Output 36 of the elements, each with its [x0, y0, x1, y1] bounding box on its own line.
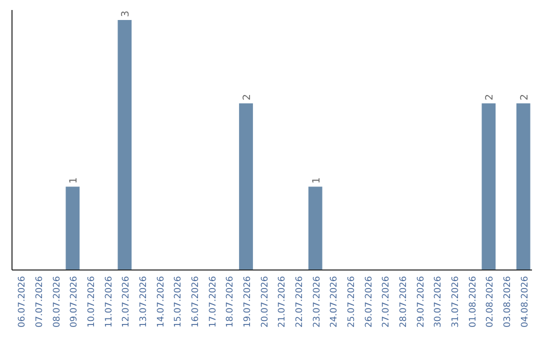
x-tick-label: 14.07.2026: [156, 276, 166, 328]
x-tick-label: 02.08.2026: [486, 276, 496, 328]
x-tick-label: 15.07.2026: [174, 276, 184, 328]
data-label: 2: [519, 94, 530, 100]
x-tick-label: 18.07.2026: [226, 276, 236, 328]
x-tick-label: 23.07.2026: [312, 276, 322, 328]
x-tick-label: 31.07.2026: [451, 276, 461, 328]
x-tick-label: 24.07.2026: [330, 276, 340, 328]
x-tick-label: 12.07.2026: [122, 276, 132, 328]
x-tick-label: 08.07.2026: [52, 276, 62, 328]
x-tick-label: 09.07.2026: [70, 276, 80, 328]
x-tick-label: 19.07.2026: [243, 276, 253, 328]
x-tick-label: 27.07.2026: [382, 276, 392, 328]
x-tick-label: 17.07.2026: [208, 276, 218, 328]
x-tick-label: 01.08.2026: [468, 276, 478, 328]
data-label: 1: [311, 177, 322, 184]
data-label: 2: [484, 94, 496, 100]
x-tick-label: 10.07.2026: [87, 276, 97, 328]
x-tick-label: 22.07.2026: [295, 276, 305, 328]
x-tick-label: 03.08.2026: [503, 276, 513, 328]
x-tick-label: 20.07.2026: [260, 276, 270, 328]
x-tick-label: 11.07.2026: [104, 276, 114, 328]
x-tick-label: 26.07.2026: [364, 276, 374, 328]
x-tick-label: 06.07.2026: [18, 276, 28, 328]
x-tick-label: 29.07.2026: [416, 276, 426, 328]
x-tick-label: 07.07.2026: [35, 276, 45, 328]
x-tick-label: 25.07.2026: [347, 276, 357, 328]
x-tick-label: 30.07.2026: [434, 276, 444, 328]
x-tick-label: 16.07.2026: [191, 276, 201, 328]
x-tick-label: 13.07.2026: [139, 276, 149, 328]
data-label: 2: [242, 94, 253, 100]
data-label: 3: [120, 10, 132, 17]
x-tick-label: 21.07.2026: [278, 276, 288, 328]
x-tick-label: 04.08.2026: [520, 276, 530, 328]
x-tick-label: 28.07.2026: [399, 276, 409, 328]
data-label: 1: [68, 177, 80, 184]
